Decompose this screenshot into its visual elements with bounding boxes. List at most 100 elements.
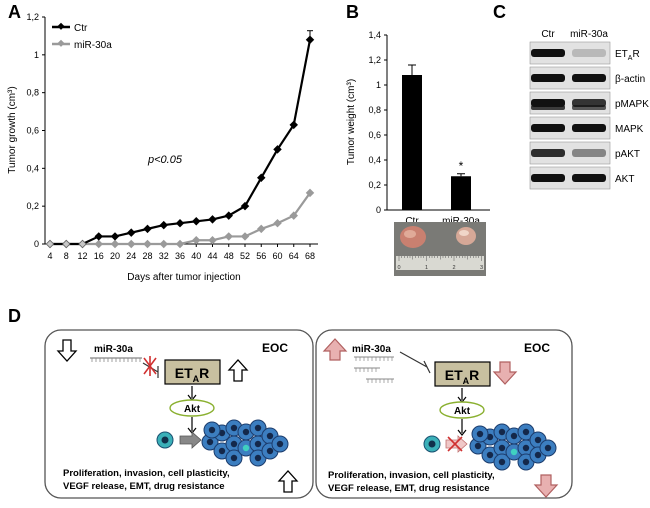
b-y-tick-label: 0,8 xyxy=(368,105,381,115)
data-point xyxy=(159,239,168,249)
ruler-number: 0 xyxy=(397,265,400,271)
diagram-left: EOC miR-30a ETAR Akt Proliferation, inva… xyxy=(44,329,314,499)
b-y-tick-label: 1,4 xyxy=(368,30,381,40)
blot-label: pMAPK xyxy=(615,99,649,110)
tumor-weight-chart: Tumor weight (cm³) 00,20,40,60,811,21,4 … xyxy=(346,30,490,276)
cluster-nucleus xyxy=(276,440,284,448)
series-line-Ctr xyxy=(50,39,312,246)
left-outcome-line2: VEGF release, EMT, drug resistance xyxy=(63,481,225,492)
blot-band xyxy=(572,149,606,157)
diagram-right: EOC miR-30a ETAR Akt Proli xyxy=(315,329,573,499)
blot-strip xyxy=(529,41,611,65)
right-cell-cluster xyxy=(469,423,557,471)
data-point xyxy=(143,239,152,249)
blot-label: MAPK xyxy=(615,124,644,135)
y-tick-label: 0,6 xyxy=(26,126,39,136)
left-mirna-down-arrow xyxy=(56,339,78,362)
x-tick-label: 56 xyxy=(256,251,266,261)
data-point xyxy=(159,220,168,230)
right-receptor-label: ETAR xyxy=(445,367,480,386)
cluster-nucleus xyxy=(534,451,542,459)
panel-label-a: A xyxy=(8,2,21,22)
b-y-tick-label: 1 xyxy=(376,80,381,90)
left-eoc-label: EOC xyxy=(262,341,288,355)
cluster-nucleus xyxy=(266,447,274,455)
right-inhibition-line xyxy=(399,351,431,374)
data-point xyxy=(175,218,185,228)
x-tick-label: 24 xyxy=(126,251,136,261)
left-cell-cluster xyxy=(201,419,289,467)
panel-label-c: C xyxy=(493,2,506,22)
data-point xyxy=(110,232,120,241)
cluster-nucleus xyxy=(242,444,250,452)
data-point xyxy=(257,224,266,234)
left-single-cell xyxy=(156,431,174,449)
category-label: Ctr xyxy=(405,216,419,227)
lane-label-ctr: Ctr xyxy=(541,29,555,40)
blot-strip xyxy=(529,166,611,190)
x-tick-label: 4 xyxy=(47,251,52,261)
right-mirna-teeth xyxy=(355,357,393,383)
y-tick-label: 0,8 xyxy=(26,88,39,98)
data-point xyxy=(127,239,136,249)
y-tick-label: 0,2 xyxy=(26,201,39,211)
cluster-nucleus xyxy=(522,428,530,436)
cluster-nucleus xyxy=(476,430,484,438)
b-y-tick-label: 0,6 xyxy=(368,130,381,140)
legend-ctr-marker xyxy=(57,22,65,30)
x-tick-label: 48 xyxy=(224,251,234,261)
ruler-number: 1 xyxy=(425,265,428,271)
cluster-nucleus xyxy=(522,458,530,466)
cluster-nucleus xyxy=(242,428,250,436)
blot-label: pAKT xyxy=(615,149,640,160)
cluster-nucleus xyxy=(474,442,482,450)
blot-label: AKT xyxy=(615,174,634,185)
right-akt-ellipse xyxy=(439,401,485,419)
blot-band xyxy=(531,74,565,82)
blot-band xyxy=(531,149,565,157)
blot-band xyxy=(572,124,606,132)
cluster-nucleus xyxy=(534,436,542,444)
y-axis-label: Tumor growth (cm³) xyxy=(7,86,18,173)
left-mirna-teeth xyxy=(91,358,141,362)
cluster-nucleus xyxy=(544,444,552,452)
data-point xyxy=(110,239,120,249)
x-tick-label: 52 xyxy=(240,251,250,261)
cluster-nucleus xyxy=(486,433,494,441)
blot-band xyxy=(572,174,606,182)
y-tick-label: 0,4 xyxy=(26,163,39,173)
right-outcome-down-arrow xyxy=(533,474,559,498)
right-mirna-up-arrow xyxy=(322,338,348,361)
x-axis-label: Days after tumor injection xyxy=(127,272,240,283)
cluster-nucleus xyxy=(230,454,238,462)
right-receptor-down-arrow xyxy=(492,361,518,385)
data-point xyxy=(273,145,282,154)
data-point xyxy=(289,211,298,220)
data-point xyxy=(78,239,87,249)
panel-label-b: B xyxy=(346,2,359,22)
cluster-nucleus xyxy=(498,458,506,466)
data-point xyxy=(273,218,282,228)
y-tick-label: 1,2 xyxy=(26,12,39,22)
p-value-annotation: p<0.05 xyxy=(147,154,183,166)
data-point xyxy=(240,232,250,241)
data-point xyxy=(45,239,55,249)
mir-tumor xyxy=(456,227,476,245)
data-point xyxy=(208,235,217,245)
significance-star: * xyxy=(459,159,464,173)
tumor-photo: 0 1 2 3 xyxy=(394,222,486,276)
bar-miR-30a xyxy=(451,176,471,210)
data-point xyxy=(62,239,71,249)
left-outcome-up-arrow xyxy=(277,470,299,493)
left-akt-ellipse xyxy=(169,399,215,417)
y-tick-label: 0 xyxy=(34,239,39,249)
cluster-nucleus xyxy=(522,444,530,452)
x-tick-label: 20 xyxy=(110,251,120,261)
x-tick-label: 12 xyxy=(77,251,87,261)
x-tick-label: 28 xyxy=(142,251,152,261)
data-point xyxy=(94,232,103,241)
x-tick-label: 68 xyxy=(305,251,315,261)
data-point xyxy=(224,211,233,220)
x-tick-label: 44 xyxy=(207,251,217,261)
blot-band-lower xyxy=(531,105,565,110)
